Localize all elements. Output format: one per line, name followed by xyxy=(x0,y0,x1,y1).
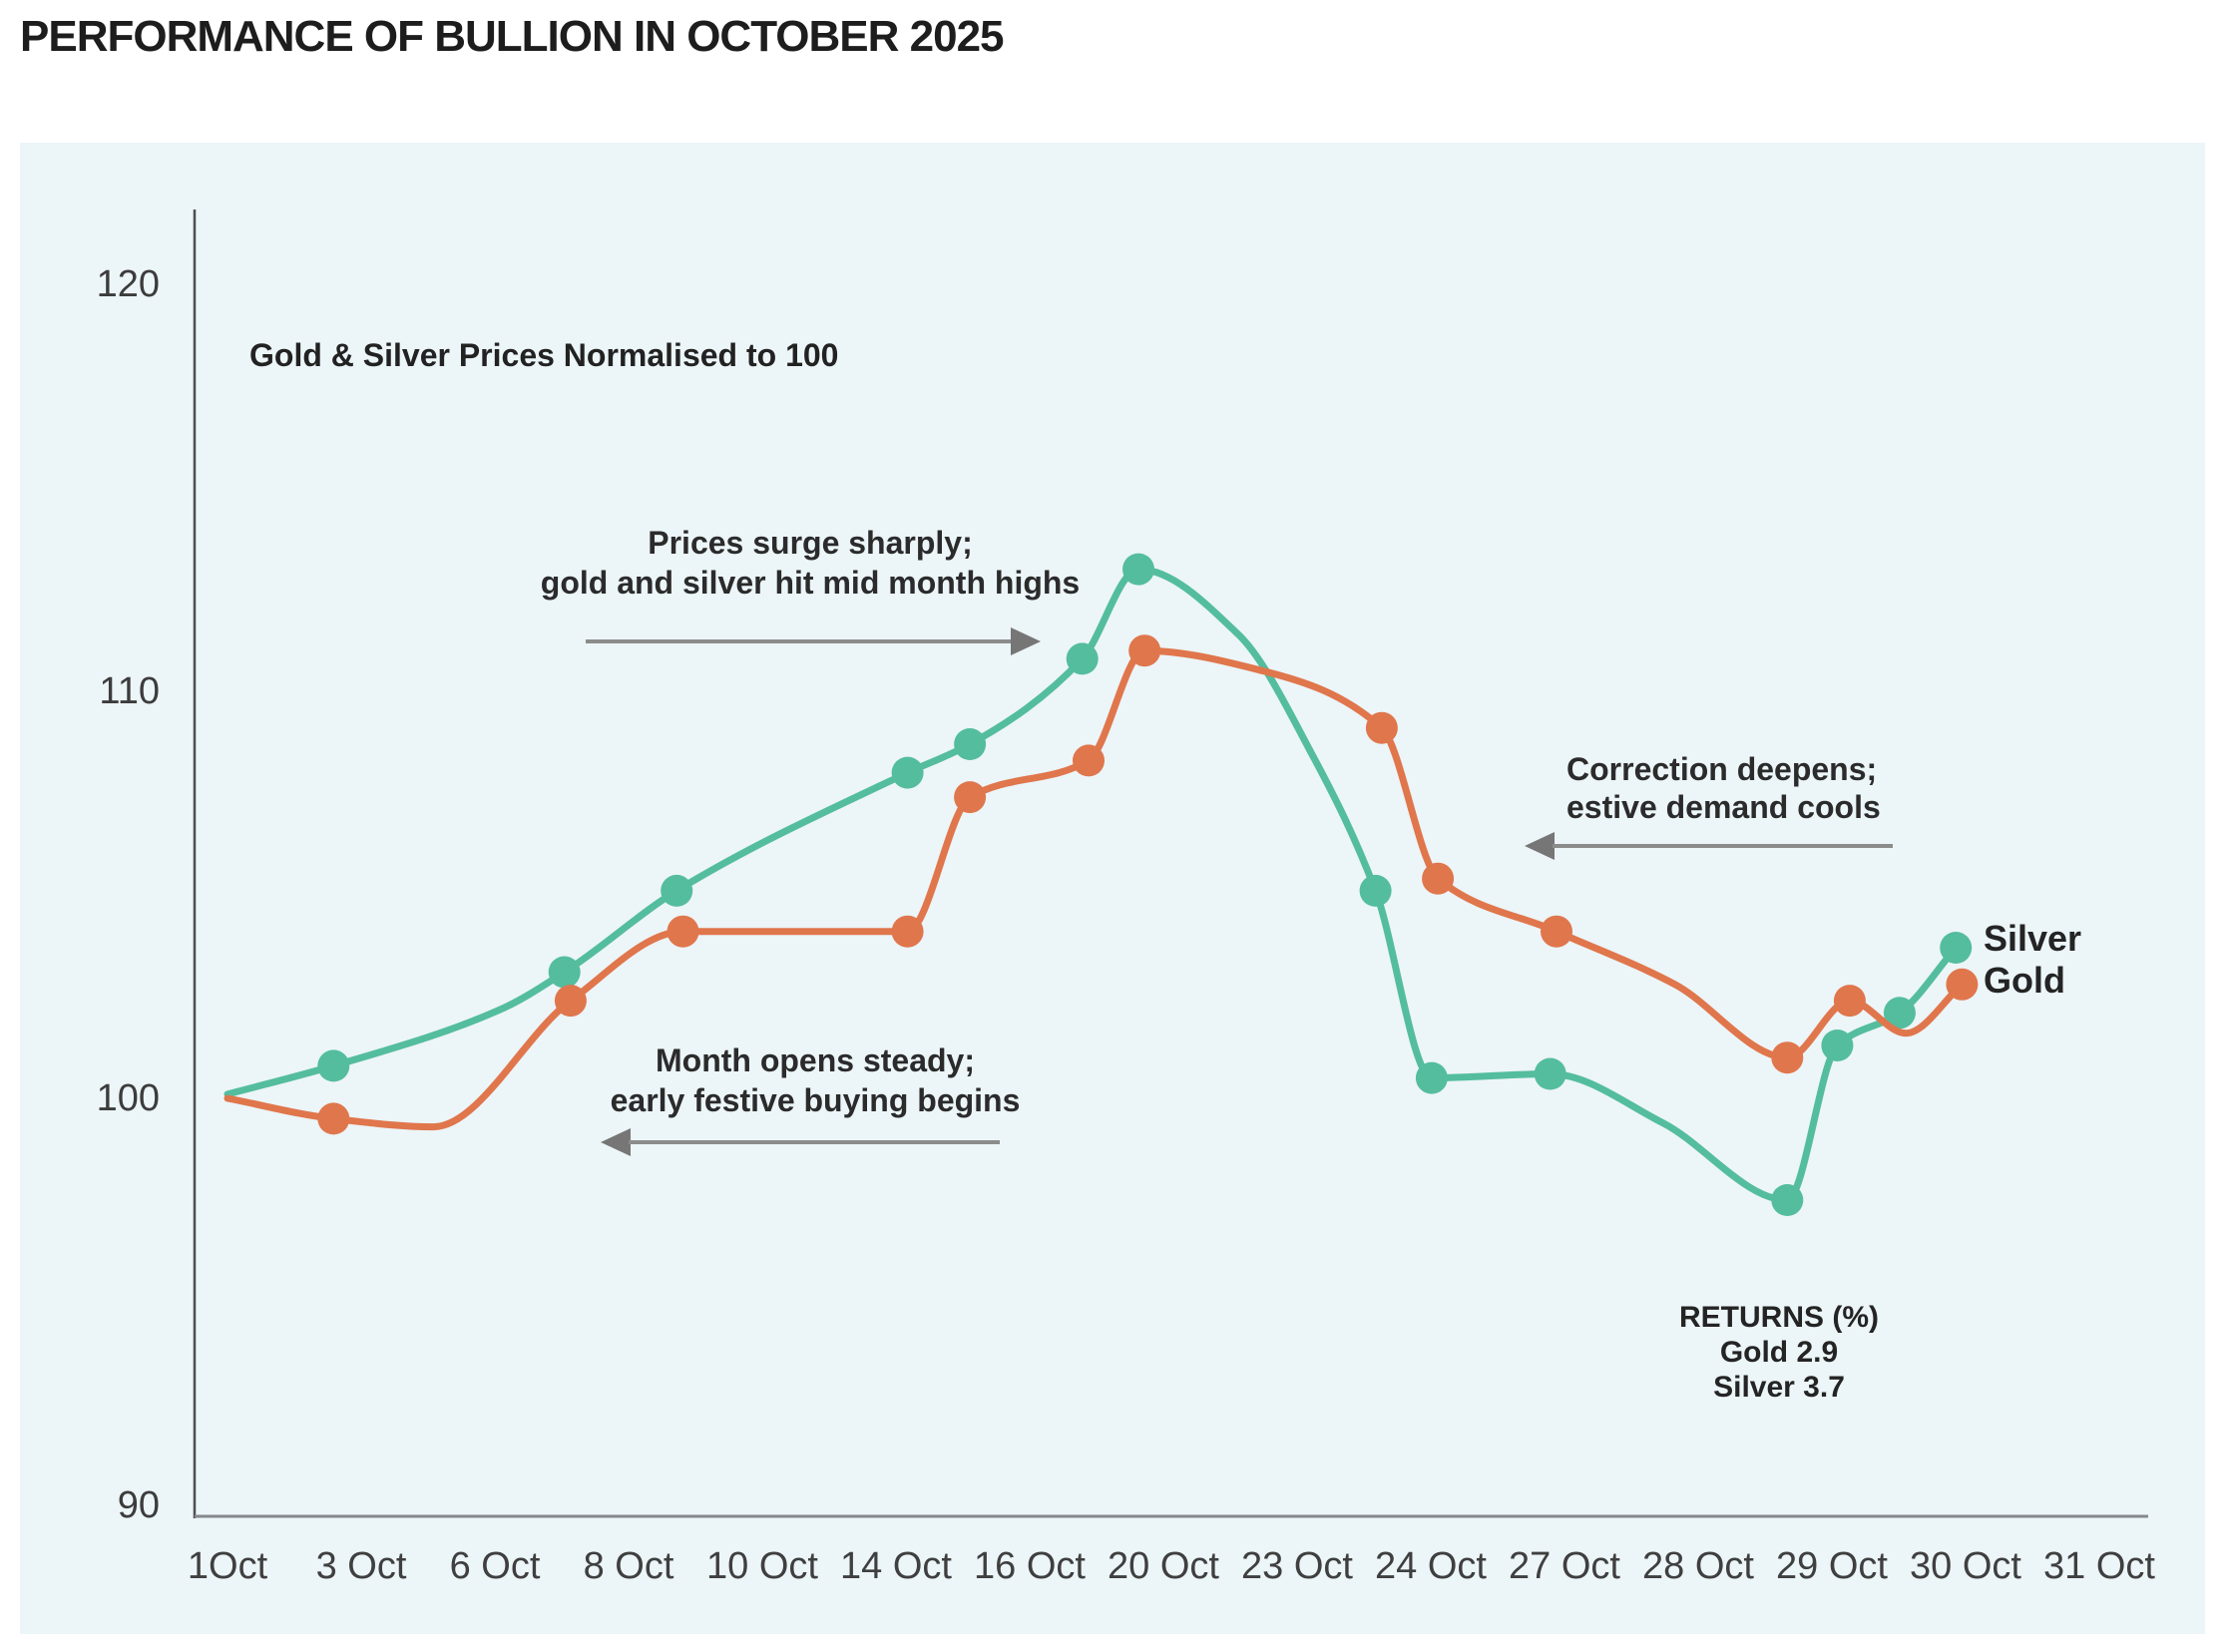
data-point-gold xyxy=(1541,915,1572,948)
data-point-silver xyxy=(1534,1057,1566,1090)
open-arrow-left-icon xyxy=(601,1128,631,1156)
x-tick-label: 29 Oct xyxy=(1776,1545,1888,1587)
x-tick-label: 24 Oct xyxy=(1375,1545,1487,1587)
data-point-gold xyxy=(667,915,699,948)
annotation-surge-line1: Prices surge sharply; xyxy=(648,525,973,561)
x-tick-label: 23 Oct xyxy=(1241,1545,1353,1587)
data-point-gold xyxy=(1833,985,1866,1018)
x-tick-label: 16 Oct xyxy=(974,1545,1086,1587)
data-point-gold xyxy=(1073,744,1105,777)
y-tick-label: 90 xyxy=(117,1484,160,1526)
data-point-silver xyxy=(1415,1061,1448,1094)
data-point-gold xyxy=(317,1102,350,1135)
y-tick-label: 100 xyxy=(96,1077,160,1119)
x-tick-label: 8 Oct xyxy=(583,1545,674,1587)
returns-gold: Gold 2.9 xyxy=(1719,1336,1839,1369)
x-tick-label: 27 Oct xyxy=(1509,1545,1620,1587)
data-point-gold xyxy=(1422,862,1455,895)
data-point-silver xyxy=(1066,642,1099,675)
data-point-silver xyxy=(1122,553,1154,586)
data-point-silver xyxy=(1359,874,1392,907)
data-point-silver xyxy=(1883,997,1916,1030)
annotation-correction-line1: Correction deepens; xyxy=(1566,751,1878,787)
returns-box: RETURNS (%) Gold 2.9 Silver 3.7 xyxy=(1530,1300,2028,1405)
annotation-surge: Prices surge sharply; gold and silver hi… xyxy=(461,523,1159,603)
surge-arrow-line xyxy=(586,639,1013,643)
data-point-silver xyxy=(954,728,987,760)
correction-arrow-line xyxy=(1553,844,1893,848)
chart-panel xyxy=(20,143,2205,1634)
data-point-silver xyxy=(661,874,693,907)
data-point-silver xyxy=(1821,1030,1854,1061)
data-point-silver xyxy=(1940,932,1973,964)
x-tick-label: 14 Oct xyxy=(840,1545,952,1587)
data-point-gold xyxy=(954,781,987,814)
annotation-correction-line2: estive demand cools xyxy=(1566,789,1881,825)
series-label-silver: Silver xyxy=(1984,918,2082,959)
data-point-silver xyxy=(1771,1184,1804,1216)
x-tick-label: 28 Oct xyxy=(1642,1545,1754,1587)
annotation-open: Month opens steady; early festive buying… xyxy=(466,1040,1164,1120)
x-tick-label: 30 Oct xyxy=(1910,1545,2021,1587)
returns-silver: Silver 3.7 xyxy=(1713,1371,1845,1404)
annotation-open-line1: Month opens steady; xyxy=(655,1042,975,1078)
x-tick-label: 20 Oct xyxy=(1108,1545,1219,1587)
y-tick-label: 120 xyxy=(96,263,160,305)
annotation-correction: Correction deepens; estive demand cools xyxy=(1566,750,2085,826)
open-arrow-line xyxy=(629,1140,1000,1144)
annotation-surge-line2: gold and silver hit mid month highs xyxy=(540,565,1081,601)
y-tick-label: 110 xyxy=(99,670,160,712)
data-point-gold xyxy=(554,985,587,1018)
data-point-silver xyxy=(891,756,924,789)
x-tick-label: 6 Oct xyxy=(449,1545,541,1587)
data-point-silver xyxy=(548,956,581,989)
annotation-open-line2: early festive buying begins xyxy=(610,1082,1021,1118)
data-point-silver xyxy=(317,1049,350,1082)
data-point-gold xyxy=(891,915,924,948)
correction-arrow-left-icon xyxy=(1525,832,1555,860)
x-tick-label: 31 Oct xyxy=(2043,1545,2155,1587)
x-tick-label: 1Oct xyxy=(187,1545,268,1587)
data-point-gold xyxy=(1365,711,1398,744)
x-tick-label: 3 Oct xyxy=(315,1545,407,1587)
data-point-gold xyxy=(1946,968,1979,1001)
data-point-gold xyxy=(1128,634,1161,667)
data-point-gold xyxy=(1771,1041,1804,1074)
page-title: PERFORMANCE OF BULLION IN OCTOBER 2025 xyxy=(20,12,1005,61)
series-label-gold: Gold xyxy=(1984,960,2065,1001)
surge-arrow-right-icon xyxy=(1011,627,1041,655)
chart-subtitle: Gold & Silver Prices Normalised to 100 xyxy=(249,337,839,373)
returns-heading: RETURNS (%) xyxy=(1679,1301,1879,1334)
x-tick-label: 10 Oct xyxy=(706,1545,818,1587)
